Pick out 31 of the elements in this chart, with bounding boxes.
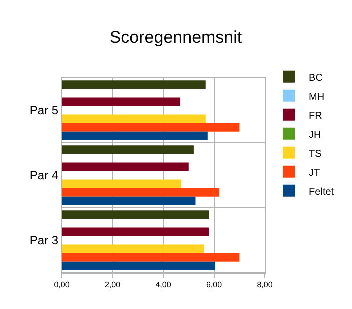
- y-tick-label: Par 3: [30, 234, 59, 248]
- legend-label: FR: [309, 110, 322, 122]
- bar: [62, 80, 206, 90]
- y-tick-label: Par 4: [30, 168, 59, 183]
- bar: [62, 132, 208, 140]
- bar: [62, 210, 210, 220]
- x-tick-label: 8,00: [257, 280, 274, 290]
- bar: [62, 196, 196, 206]
- x-tick-label: 2,00: [104, 280, 122, 290]
- legend-label: TS: [309, 148, 322, 160]
- legend-label: Feltet: [309, 186, 334, 198]
- bar: [62, 123, 240, 132]
- legend-label: JH: [309, 130, 322, 141]
- bar: [62, 244, 204, 254]
- bar: [62, 188, 220, 197]
- bar: [62, 228, 210, 236]
- bar: [62, 253, 240, 262]
- y-tick-label: Par 5: [30, 104, 59, 118]
- bar: [62, 146, 194, 154]
- bar: [62, 114, 206, 124]
- bar: [62, 180, 182, 188]
- x-tick-label: 0,00: [54, 280, 70, 290]
- legend-label: MH: [309, 92, 325, 103]
- bar: [62, 262, 216, 270]
- x-tick-label: 4,00: [156, 280, 172, 290]
- bar: [62, 98, 180, 106]
- bar: [62, 162, 189, 172]
- legend-label: JT: [309, 168, 320, 179]
- x-tick-label: 6,00: [206, 280, 223, 290]
- legend-label: BC: [309, 72, 323, 84]
- chart-title: Scoregennemsnit: [110, 28, 242, 47]
